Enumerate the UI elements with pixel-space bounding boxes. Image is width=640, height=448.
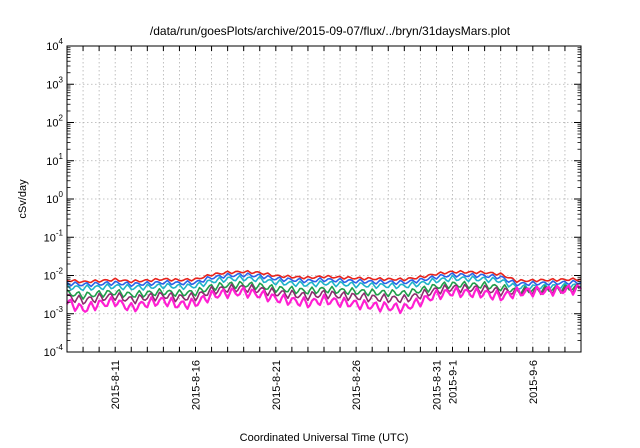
y-tick-label: 103	[46, 75, 63, 91]
y-tick-label: 101	[46, 152, 63, 168]
y-tick-label: 10-3	[44, 305, 64, 321]
y-tick-label: 104	[46, 37, 63, 53]
x-axis-label: Coordinated Universal Time (UTC)	[240, 432, 409, 444]
x-tick-labels: 2015-8-11 2015-8-16 2015-8-21 2015-8-26 2015…	[110, 360, 540, 410]
x-tick-label: 2015-8-31	[431, 360, 443, 410]
x-tick-label: 2015-9-6	[528, 360, 540, 404]
y-tick-label: 100	[46, 190, 63, 206]
y-tick-labels: 10-4 10-3 10-2 10-1 100 101 102 103 104	[44, 37, 64, 359]
x-tick-label: 2015-8-21	[271, 360, 283, 410]
chart-title: /data/run/goesPlots/archive/2015-09-07/f…	[150, 24, 511, 38]
x-tick-label: 2015-9-1	[448, 360, 460, 404]
x-tick-label: 2015-8-26	[351, 360, 363, 410]
series-line-6	[66, 284, 582, 315]
series-line-5	[66, 283, 582, 305]
x-tick-label: 2015-8-16	[191, 360, 203, 410]
ticks	[66, 45, 582, 353]
series-line-4	[66, 280, 582, 300]
x-tick-label: 2015-8-11	[110, 360, 122, 409]
series-layer	[66, 269, 582, 315]
series-line-3	[66, 274, 582, 292]
y-axis-label: cSv/day	[17, 179, 29, 219]
y-tick-label: 102	[46, 114, 63, 130]
y-tick-label: 10-1	[44, 228, 64, 244]
series-line-1	[66, 269, 582, 284]
y-tick-label: 10-2	[44, 267, 64, 283]
series-line-2	[66, 272, 582, 288]
y-tick-label: 10-4	[44, 343, 64, 359]
